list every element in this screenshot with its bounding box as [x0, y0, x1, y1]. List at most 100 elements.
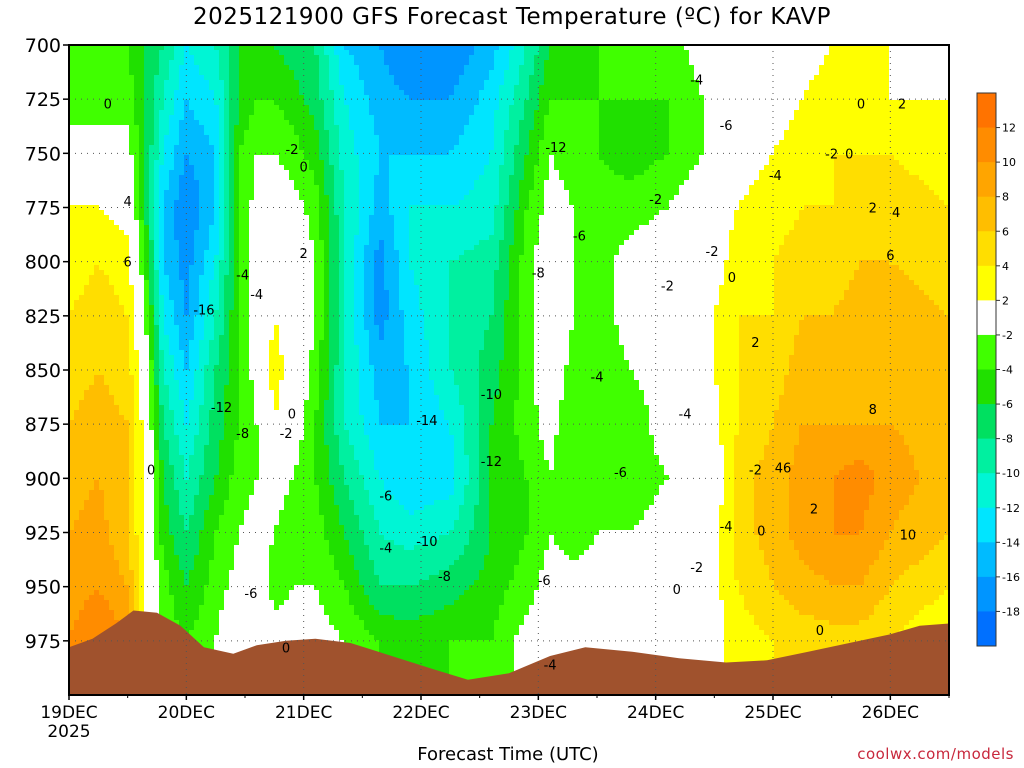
field-cell [179, 260, 185, 266]
field-cell [194, 590, 200, 596]
field-cell [94, 220, 100, 226]
field-cell [74, 160, 80, 166]
field-cell [164, 165, 170, 171]
field-cell [89, 140, 95, 146]
field-cell [169, 455, 175, 461]
field-cell [154, 520, 160, 526]
field-cell [109, 140, 115, 146]
field-cell [209, 600, 215, 606]
field-cell [154, 135, 160, 141]
field-cell [109, 135, 115, 141]
field-cell [244, 575, 250, 581]
field-cell [214, 125, 220, 131]
field-cell [164, 180, 170, 186]
field-cell [129, 230, 135, 236]
field-cell [134, 370, 140, 376]
field-cell [239, 120, 245, 126]
field-cell [234, 395, 240, 401]
field-cell [139, 305, 145, 311]
field-cell [214, 270, 220, 276]
field-cell [144, 120, 150, 126]
field-cell [164, 155, 170, 161]
field-cell [219, 590, 225, 596]
field-cell [134, 145, 140, 151]
field-cell [134, 275, 140, 281]
field-cell [244, 580, 250, 586]
field-cell [144, 395, 150, 401]
field-cell [129, 75, 135, 81]
field-cell [209, 260, 215, 266]
field-cell [249, 550, 255, 556]
field-cell [199, 355, 205, 361]
field-cell [194, 495, 200, 501]
field-cell [249, 375, 255, 381]
field-cell [194, 355, 200, 361]
field-cell [219, 150, 225, 156]
field-cell [244, 130, 250, 136]
field-cell [154, 175, 160, 181]
field-cell [124, 70, 130, 76]
field-cell [149, 235, 155, 241]
field-cell [129, 460, 135, 466]
field-cell [219, 75, 225, 81]
field-cell [149, 515, 155, 521]
field-cell [209, 145, 215, 151]
field-cell [244, 555, 250, 561]
field-cell [169, 235, 175, 241]
field-cell [234, 360, 240, 366]
field-cell [224, 80, 230, 86]
field-cell [124, 150, 130, 156]
field-cell [244, 160, 250, 166]
field-cell [164, 480, 170, 486]
field-cell [94, 300, 100, 306]
field-cell [254, 385, 260, 391]
field-cell [229, 125, 235, 131]
field-cell [174, 515, 180, 521]
field-cell [174, 270, 180, 276]
field-cell [164, 215, 170, 221]
field-cell [229, 160, 235, 166]
field-cell [184, 490, 190, 496]
field-cell [94, 385, 100, 391]
field-cell [169, 175, 175, 181]
field-cell [209, 520, 215, 526]
field-cell [139, 150, 145, 156]
field-cell [214, 560, 220, 566]
field-cell [79, 525, 85, 531]
field-cell [129, 145, 135, 151]
field-cell [119, 355, 125, 361]
field-cell [194, 605, 200, 611]
field-cell [104, 185, 110, 191]
field-cell [139, 540, 145, 546]
field-cell [154, 120, 160, 126]
field-cell [194, 500, 200, 506]
field-cell [139, 470, 145, 476]
field-cell [169, 270, 175, 276]
field-cell [204, 90, 210, 96]
field-cell [154, 110, 160, 116]
field-cell [114, 510, 120, 516]
field-cell [89, 630, 95, 636]
field-cell [194, 535, 200, 541]
field-cell [239, 60, 245, 66]
field-cell [254, 535, 260, 541]
field-cell [104, 335, 110, 341]
field-cell [104, 200, 110, 206]
field-cell [249, 50, 255, 56]
field-cell [149, 60, 155, 66]
field-cell [114, 385, 120, 391]
field-cell [124, 570, 130, 576]
field-cell [209, 95, 215, 101]
field-cell [84, 410, 90, 416]
field-cell [99, 240, 105, 246]
field-cell [114, 375, 120, 381]
field-cell [204, 445, 210, 451]
field-cell [139, 415, 145, 421]
field-cell [104, 130, 110, 136]
field-cell [164, 290, 170, 296]
field-cell [159, 565, 165, 571]
field-cell [129, 390, 135, 396]
field-cell [124, 80, 130, 86]
field-cell [134, 220, 140, 226]
field-cell [119, 525, 125, 531]
